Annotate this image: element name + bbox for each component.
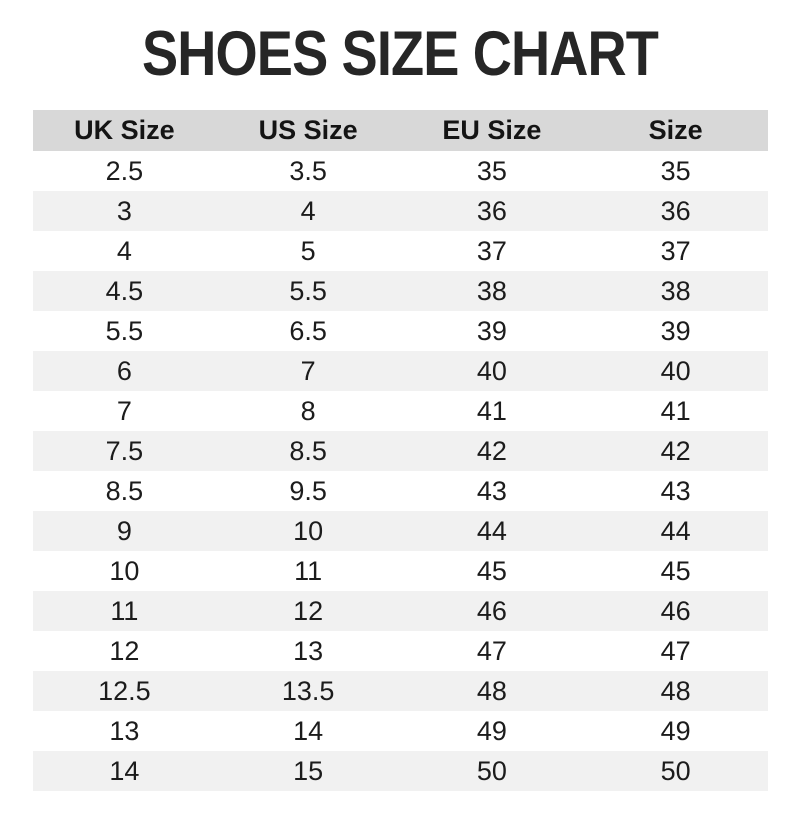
table-row: 5.5 6.5 39 39	[32, 311, 768, 351]
table-cell: 45	[583, 551, 768, 591]
table-cell: 37	[583, 231, 768, 271]
table-cell: 46	[400, 591, 584, 631]
table-cell: 13	[216, 631, 400, 671]
table-cell: 46	[583, 591, 768, 631]
table-cell: 7	[216, 351, 400, 391]
table-cell: 12	[32, 631, 217, 671]
table-cell: 47	[400, 631, 584, 671]
table-cell: 35	[583, 151, 768, 191]
table-row: 4 5 37 37	[32, 231, 768, 271]
table-cell: 9.5	[216, 471, 400, 511]
table-cell: 43	[400, 471, 584, 511]
table-cell: 11	[216, 551, 400, 591]
table-cell: 38	[583, 271, 768, 311]
table-cell: 11	[32, 591, 217, 631]
table-cell: 50	[400, 751, 584, 791]
table-cell: 39	[583, 311, 768, 351]
table-cell: 14	[32, 751, 217, 791]
table-cell: 38	[400, 271, 584, 311]
table-cell: 49	[400, 711, 584, 751]
page-title: SHOES SIZE CHART	[141, 19, 659, 89]
table-cell: 8.5	[216, 431, 400, 471]
table-cell: 10	[32, 551, 217, 591]
table-cell: 36	[400, 191, 584, 231]
table-cell: 5.5	[32, 311, 217, 351]
table-row: 2.5 3.5 35 35	[32, 151, 768, 191]
table-cell: 44	[400, 511, 584, 551]
table-cell: 4	[32, 231, 217, 271]
table-cell: 40	[583, 351, 768, 391]
table-row: 4.5 5.5 38 38	[32, 271, 768, 311]
table-cell: 3.5	[216, 151, 400, 191]
table-cell: 40	[400, 351, 584, 391]
table-cell: 14	[216, 711, 400, 751]
table-cell: 42	[583, 431, 768, 471]
table-cell: 44	[583, 511, 768, 551]
table-cell: 7.5	[32, 431, 217, 471]
table-cell: 36	[583, 191, 768, 231]
table-cell: 42	[400, 431, 584, 471]
table-cell: 12.5	[32, 671, 217, 711]
table-cell: 8	[216, 391, 400, 431]
table-cell: 15	[216, 751, 400, 791]
table-row: 12 13 47 47	[32, 631, 768, 671]
table-row: 14 15 50 50	[32, 751, 768, 791]
table-row: 12.5 13.5 48 48	[32, 671, 768, 711]
table-cell: 47	[583, 631, 768, 671]
table-body: 2.5 3.5 35 35 3 4 36 36 4 5 37 37 4.5 5.5 38 38 5.5 6.5 39…	[32, 151, 768, 791]
table-cell: 10	[216, 511, 400, 551]
table-cell: 50	[583, 751, 768, 791]
table-cell: 6.5	[216, 311, 400, 351]
table-cell: 49	[583, 711, 768, 751]
table-cell: 5	[216, 231, 400, 271]
table-cell: 6	[32, 351, 217, 391]
table-row: 9 10 44 44	[32, 511, 768, 551]
table-cell: 39	[400, 311, 584, 351]
table-cell: 2.5	[32, 151, 217, 191]
table-cell: 41	[400, 391, 584, 431]
table-row: 8.5 9.5 43 43	[32, 471, 768, 511]
table-cell: 35	[400, 151, 584, 191]
table-header: UK Size US Size EU Size Size	[32, 110, 768, 151]
table-row: 13 14 49 49	[32, 711, 768, 751]
table-cell: 12	[216, 591, 400, 631]
table-row: 7 8 41 41	[32, 391, 768, 431]
column-header-size: Size	[583, 110, 768, 151]
table-cell: 8.5	[32, 471, 217, 511]
table-cell: 41	[583, 391, 768, 431]
table-cell: 45	[400, 551, 584, 591]
table-cell: 7	[32, 391, 217, 431]
table-cell: 48	[400, 671, 584, 711]
shoe-size-table: UK Size US Size EU Size Size 2.5 3.5 35 35 3 4 36…	[32, 110, 768, 791]
table-row: 11 12 46 46	[32, 591, 768, 631]
table-row: 7.5 8.5 42 42	[32, 431, 768, 471]
table-cell: 13	[32, 711, 217, 751]
table-cell: 4.5	[32, 271, 217, 311]
table-cell: 4	[216, 191, 400, 231]
column-header-us-size: US Size	[216, 110, 400, 151]
table-cell: 43	[583, 471, 768, 511]
table-cell: 37	[400, 231, 584, 271]
table-row: 6 7 40 40	[32, 351, 768, 391]
table-cell: 13.5	[216, 671, 400, 711]
table-cell: 3	[32, 191, 217, 231]
table-cell: 5.5	[216, 271, 400, 311]
column-header-uk-size: UK Size	[32, 110, 217, 151]
column-header-eu-size: EU Size	[400, 110, 584, 151]
table-row: 3 4 36 36	[32, 191, 768, 231]
size-chart-page: SHOES SIZE CHART UK Size US Size EU Size Si…	[0, 14, 800, 814]
table-cell: 9	[32, 511, 217, 551]
table-row: 10 11 45 45	[32, 551, 768, 591]
table-header-row: UK Size US Size EU Size Size	[32, 110, 768, 151]
table-cell: 48	[583, 671, 768, 711]
